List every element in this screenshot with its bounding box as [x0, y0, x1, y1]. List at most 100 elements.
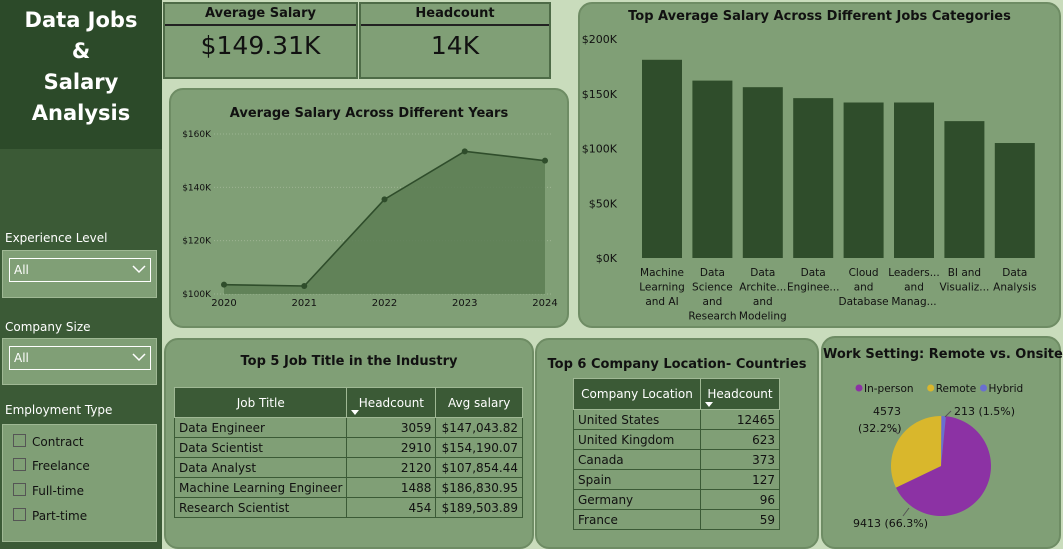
experience-level-value: All: [14, 263, 29, 277]
checkbox[interactable]: [13, 508, 26, 521]
table-cell: Data Engineer: [173, 417, 348, 438]
x-tick-label: 2024: [532, 298, 557, 309]
x-tick-label-line: Cloud: [849, 267, 879, 279]
data-label: (32.2%): [858, 422, 902, 435]
table-row[interactable]: United States 12465: [573, 409, 780, 430]
table-cell: Data Scientist: [173, 437, 348, 458]
experience-level-label: Experience Level: [5, 231, 108, 245]
x-tick-label: 2020: [211, 298, 236, 309]
company-size-dropdown[interactable]: All: [9, 346, 151, 370]
leader-line: [944, 410, 952, 418]
employment-option-full-time[interactable]: Full-time: [13, 483, 84, 498]
column-header-sorted[interactable]: Headcount: [700, 378, 780, 410]
table-row[interactable]: United Kingdom 623: [573, 429, 780, 450]
column-header[interactable]: Job Title: [173, 387, 348, 418]
table-row[interactable]: Machine Learning Engineer 1488 $186,830.95: [173, 477, 523, 498]
table-cell: France: [573, 509, 701, 530]
column-header-label: Headcount: [358, 395, 425, 410]
countries-table: Company Location Headcount United States…: [573, 378, 780, 530]
table-row[interactable]: Data Analyst 2120 $107,854.44: [173, 457, 523, 478]
bar: [994, 143, 1035, 258]
bar: [894, 102, 934, 258]
x-tick-label-line: Data: [700, 267, 725, 279]
column-header[interactable]: Avg salary: [435, 387, 523, 418]
chevron-down-icon: [132, 353, 146, 362]
kpi-value: 14K: [430, 31, 480, 60]
y-tick-label: $50K: [589, 197, 618, 210]
employment-option-part-time[interactable]: Part-time: [13, 508, 87, 523]
table-cell: 623: [700, 429, 780, 450]
checkbox[interactable]: [13, 483, 26, 496]
sort-descending-icon: [351, 410, 360, 415]
table-row[interactable]: Germany 96: [573, 489, 780, 510]
employment-type-slicer: Contract Freelance Full-time Part-time: [2, 424, 157, 542]
sort-descending-icon: [705, 402, 713, 407]
column-header-sorted[interactable]: Headcount: [346, 387, 437, 418]
table-row[interactable]: Spain 127: [573, 469, 780, 490]
table-row[interactable]: Data Engineer 3059 $147,043.82: [173, 417, 523, 438]
y-tick-label: $160K: [182, 130, 212, 140]
table-cell: Machine Learning Engineer: [173, 477, 348, 498]
table-cell: 2120: [346, 457, 437, 478]
bar: [742, 87, 783, 259]
table-cell: United States: [573, 409, 701, 430]
x-tick-label-line: Data: [801, 267, 826, 279]
pie-chart: In-person Remote Hybrid 213 (1.5%) 4573 (32.2…: [853, 383, 1024, 530]
table-row[interactable]: Canada 373: [573, 449, 780, 470]
column-header-label: Headcount: [707, 387, 773, 401]
option-label: Full-time: [32, 484, 84, 498]
table-cell: $147,043.82: [435, 417, 523, 438]
bar: [843, 102, 884, 258]
y-tick-label: $100K: [582, 143, 618, 156]
column-header[interactable]: Company Location: [573, 378, 701, 410]
x-tick-label: Data Analysis: [993, 267, 1036, 294]
legend-label: Hybrid: [989, 383, 1024, 395]
table-row[interactable]: Data Scientist 2910 $154,190.07: [173, 437, 523, 458]
x-tick-label: 2022: [372, 298, 397, 309]
employment-type-label: Employment Type: [5, 403, 113, 417]
x-tick-label: Data Science and Research: [688, 267, 736, 323]
chart-title: Work Setting: Remote vs. Onsite: [823, 347, 1063, 362]
x-tick-label-line: Research: [688, 311, 736, 323]
table-cell: $186,830.95: [435, 477, 523, 498]
experience-level-dropdown[interactable]: All: [9, 258, 151, 282]
table-row[interactable]: France 59: [573, 509, 780, 530]
jobs-table: Job Title Headcount Avg salary Data Engi…: [173, 387, 523, 518]
employment-option-freelance[interactable]: Freelance: [13, 458, 90, 473]
bar: [692, 80, 733, 258]
employment-option-contract[interactable]: Contract: [13, 434, 84, 449]
leader-line: [902, 507, 910, 517]
table-cell: 1488: [346, 477, 437, 498]
x-tick-label-line: Data: [750, 267, 775, 279]
checkbox[interactable]: [13, 434, 26, 447]
x-tick-label-line: Science: [692, 282, 733, 294]
data-point: [542, 157, 548, 164]
kpi-label: Average Salary: [165, 4, 356, 26]
bar: [642, 59, 682, 259]
work-setting-panel: Work Setting: Remote vs. Onsite In-perso…: [821, 336, 1063, 549]
data-label: 9413 (66.3%): [853, 517, 928, 530]
dashboard-title: Data Jobs & Salary Analysis: [0, 0, 162, 149]
x-tick-label-line: Learning: [639, 282, 685, 294]
kpi-average-salary: Average Salary $149.31K: [163, 2, 358, 79]
leader-line: [891, 427, 899, 435]
company-size-slicer: All: [2, 338, 157, 385]
x-tick-label-line: Visualiz...: [940, 282, 990, 294]
table-cell: $107,854.44: [435, 457, 523, 478]
x-tick-label-line: and: [904, 282, 924, 294]
bar: [944, 121, 985, 258]
table-row[interactable]: Research Scientist 454 $189,503.89: [173, 497, 523, 518]
top-countries-panel: Top 6 Company Location- Countries Compan…: [535, 338, 819, 549]
x-tick-label: Data Archite... and Modeling: [739, 267, 787, 323]
top-jobs-panel: Top 5 Job Title in the Industry Job Titl…: [164, 338, 534, 549]
table-cell: Research Scientist: [173, 497, 348, 518]
table-cell: 127: [700, 469, 780, 490]
chart-title: Top Average Salary Across Different Jobs…: [628, 9, 1011, 24]
checkbox[interactable]: [13, 458, 26, 471]
y-tick-label: $200K: [582, 33, 618, 46]
kpi-value: $149.31K: [200, 31, 321, 60]
salary-by-year-panel: Average Salary Across Different Years $1…: [169, 88, 569, 328]
pie-slice: [891, 416, 942, 488]
x-tick-label: Cloud and Database: [839, 267, 889, 308]
title-line: &: [71, 39, 91, 63]
